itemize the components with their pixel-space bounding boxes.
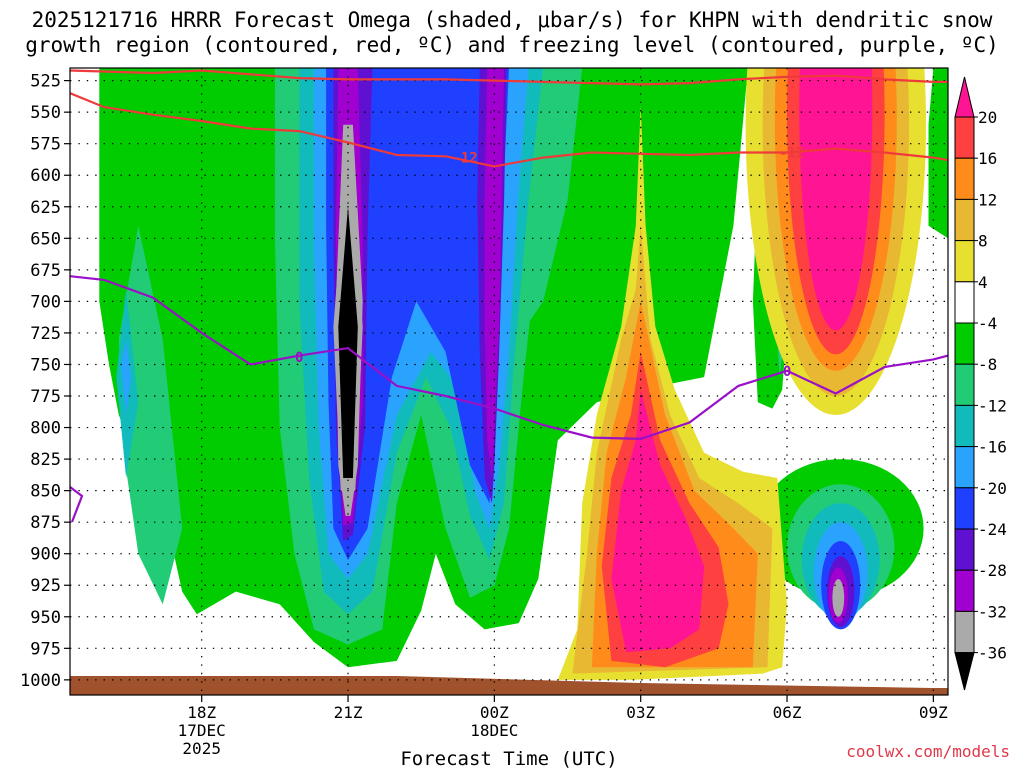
y-tick-label: 825	[30, 450, 61, 470]
colorbar-swatch	[954, 322, 975, 365]
x-tick-label: 09Z	[919, 703, 948, 722]
chart-title-line2: growth region (contoured, red, ºC) and f…	[25, 33, 999, 57]
colorbar-swatch	[954, 446, 975, 489]
y-tick-label: 600	[30, 166, 61, 186]
x-tick-label: 00Z	[480, 703, 509, 722]
x-tick-sublabel: 18DEC	[470, 721, 518, 740]
y-tick-label: 575	[30, 135, 61, 155]
x-tick-label: 06Z	[773, 703, 802, 722]
freezing-level-contour	[70, 275, 948, 441]
y-tick-label: 925	[30, 576, 61, 596]
y-tick-label: 700	[30, 292, 61, 312]
colorbar-label: -16	[978, 438, 1007, 457]
y-tick-label: 875	[30, 513, 61, 533]
colorbar-label: -8	[978, 355, 997, 374]
colorbar-swatch	[954, 116, 975, 159]
colorbar-swatch	[954, 363, 975, 406]
credit-text: coolwx.com/models	[846, 742, 1010, 761]
x-tick-label: 21Z	[334, 703, 363, 722]
freezing-level-label: 0	[295, 350, 303, 366]
y-tick-label: 900	[30, 545, 61, 565]
contour-lines: -12 -12 0 0	[70, 69, 948, 523]
freezing-level-contour-edge	[70, 486, 84, 523]
omega-region-p20-upper	[799, 68, 873, 331]
colorbar-label: 4	[978, 273, 988, 292]
omega-region-m8-west	[118, 225, 183, 605]
pressure-axis: 525 550 575 600 625 650 675 700 725 750 775 800 825 8…	[20, 72, 70, 691]
omega-shading	[99, 68, 948, 680]
x-axis-label: Forecast Time (UTC)	[400, 748, 617, 768]
y-tick-label: 525	[30, 72, 61, 92]
colorbar: 20 16 12 8 4 -4 -8 -12 -16 -20 -24 -28 -32 -36	[954, 76, 1007, 691]
colorbar-swatch	[954, 157, 975, 200]
omega-region-m40-core	[338, 206, 358, 479]
x-tick-label: 18Z	[187, 703, 216, 722]
svg-text:0: 0	[783, 364, 791, 380]
svg-text:-12: -12	[779, 146, 804, 162]
dgz-contour-upper	[70, 69, 948, 86]
y-tick-label: 775	[30, 387, 61, 407]
svg-text:-12: -12	[452, 151, 477, 167]
colorbar-label: -36	[978, 644, 1007, 663]
omega-region-m28-east-core	[484, 68, 505, 478]
colorbar-label: -4	[978, 314, 997, 333]
y-tick-label: 800	[30, 419, 61, 439]
x-tick-label: 03Z	[626, 703, 655, 722]
omega-region-m16-west	[121, 339, 131, 415]
y-tick-label: 725	[30, 324, 61, 344]
freezing-level-label: 0	[783, 364, 791, 380]
colorbar-label: 16	[978, 149, 997, 168]
colorbar-label: -32	[978, 602, 1007, 621]
colorbar-swatch	[954, 76, 975, 118]
colorbar-swatch	[954, 240, 975, 283]
grid-lines	[70, 68, 948, 695]
colorbar-label: -12	[978, 396, 1007, 415]
chart-title-line1: 2025121716 HRRR Forecast Omega (shaded, …	[31, 8, 993, 32]
colorbar-label: 12	[978, 190, 997, 209]
y-tick-label: 550	[30, 103, 61, 123]
colorbar-swatch	[954, 404, 975, 448]
colorbar-swatch	[954, 569, 975, 612]
colorbar-label: 20	[978, 108, 997, 127]
dgz-contour-label: -12	[452, 151, 477, 167]
colorbar-swatch	[954, 652, 975, 691]
y-tick-label: 1000	[20, 671, 61, 691]
y-tick-label: 750	[30, 355, 61, 375]
y-tick-label: 650	[30, 229, 61, 249]
colorbar-swatch	[954, 281, 975, 324]
plot-frame	[69, 67, 949, 696]
dgz-contour-label: -12	[779, 146, 804, 162]
colorbar-swatch	[954, 198, 975, 242]
omega-region-p20-lower	[611, 389, 705, 653]
x-tick-sublabel: 17DEC	[178, 721, 226, 740]
y-tick-label: 625	[30, 198, 61, 218]
colorbar-label: -24	[978, 520, 1007, 539]
colorbar-label: -20	[978, 479, 1007, 498]
y-tick-label: 975	[30, 639, 61, 659]
omega-region-m32-east-low	[832, 579, 845, 617]
dgz-contour-lower	[70, 92, 948, 168]
colorbar-swatch	[954, 487, 975, 530]
colorbar-label: 8	[978, 232, 988, 251]
y-tick-label: 850	[30, 482, 61, 502]
y-tick-label: 675	[30, 261, 61, 281]
colorbar-swatch	[954, 610, 975, 654]
colorbar-label: -28	[978, 561, 1007, 580]
omega-region-ascent-edge	[928, 68, 948, 239]
svg-text:0: 0	[295, 350, 303, 366]
y-tick-label: 950	[30, 608, 61, 628]
ground-surface	[70, 676, 948, 695]
colorbar-swatch	[954, 528, 975, 571]
omega-region-m20-center	[326, 68, 509, 560]
x-tick-sublabel: 2025	[182, 739, 221, 758]
ground-fill	[70, 676, 948, 695]
